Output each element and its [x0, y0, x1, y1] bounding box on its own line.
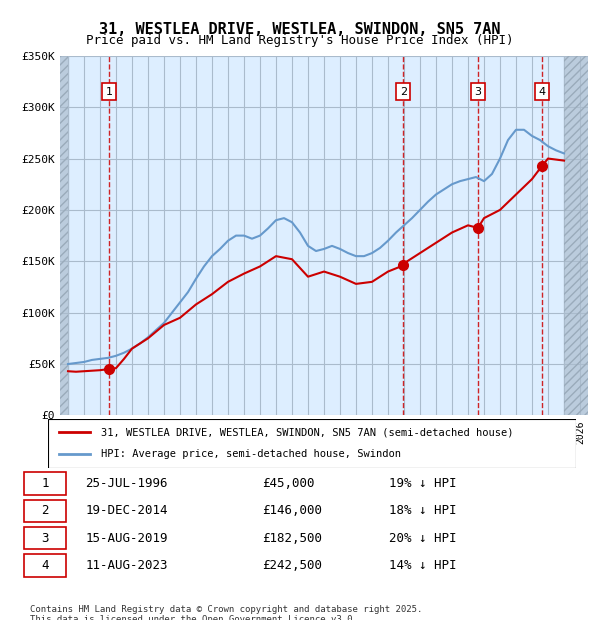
Text: 1: 1	[106, 87, 113, 97]
Text: 4: 4	[538, 87, 545, 97]
Text: HPI: Average price, semi-detached house, Swindon: HPI: Average price, semi-detached house,…	[101, 450, 401, 459]
Text: 15-AUG-2019: 15-AUG-2019	[85, 532, 168, 544]
Text: 20% ↓ HPI: 20% ↓ HPI	[389, 532, 457, 544]
Text: 18% ↓ HPI: 18% ↓ HPI	[389, 505, 457, 517]
Text: 4: 4	[41, 559, 49, 572]
Text: 2: 2	[41, 505, 49, 517]
Text: 25-JUL-1996: 25-JUL-1996	[85, 477, 168, 490]
Text: Contains HM Land Registry data © Crown copyright and database right 2025.
This d: Contains HM Land Registry data © Crown c…	[30, 604, 422, 620]
Text: 1: 1	[41, 477, 49, 490]
FancyBboxPatch shape	[25, 472, 66, 495]
Text: 19% ↓ HPI: 19% ↓ HPI	[389, 477, 457, 490]
Bar	[564, 56, 588, 415]
Text: 31, WESTLEA DRIVE, WESTLEA, SWINDON, SN5 7AN (semi-detached house): 31, WESTLEA DRIVE, WESTLEA, SWINDON, SN5…	[101, 427, 513, 437]
Text: 3: 3	[41, 532, 49, 544]
FancyBboxPatch shape	[25, 527, 66, 549]
Bar	[60, 56, 68, 415]
FancyBboxPatch shape	[25, 500, 66, 522]
Text: 3: 3	[475, 87, 481, 97]
Bar	[60, 56, 68, 415]
Text: 14% ↓ HPI: 14% ↓ HPI	[389, 559, 457, 572]
Text: 2: 2	[400, 87, 407, 97]
Text: £182,500: £182,500	[262, 532, 322, 544]
FancyBboxPatch shape	[25, 554, 66, 577]
Text: 31, WESTLEA DRIVE, WESTLEA, SWINDON, SN5 7AN: 31, WESTLEA DRIVE, WESTLEA, SWINDON, SN5…	[99, 22, 501, 37]
Text: £146,000: £146,000	[262, 505, 322, 517]
Text: £242,500: £242,500	[262, 559, 322, 572]
Text: 11-AUG-2023: 11-AUG-2023	[85, 559, 168, 572]
FancyBboxPatch shape	[48, 418, 576, 468]
Text: Price paid vs. HM Land Registry's House Price Index (HPI): Price paid vs. HM Land Registry's House …	[86, 34, 514, 47]
Bar	[564, 56, 588, 415]
Text: 19-DEC-2014: 19-DEC-2014	[85, 505, 168, 517]
Text: £45,000: £45,000	[262, 477, 314, 490]
